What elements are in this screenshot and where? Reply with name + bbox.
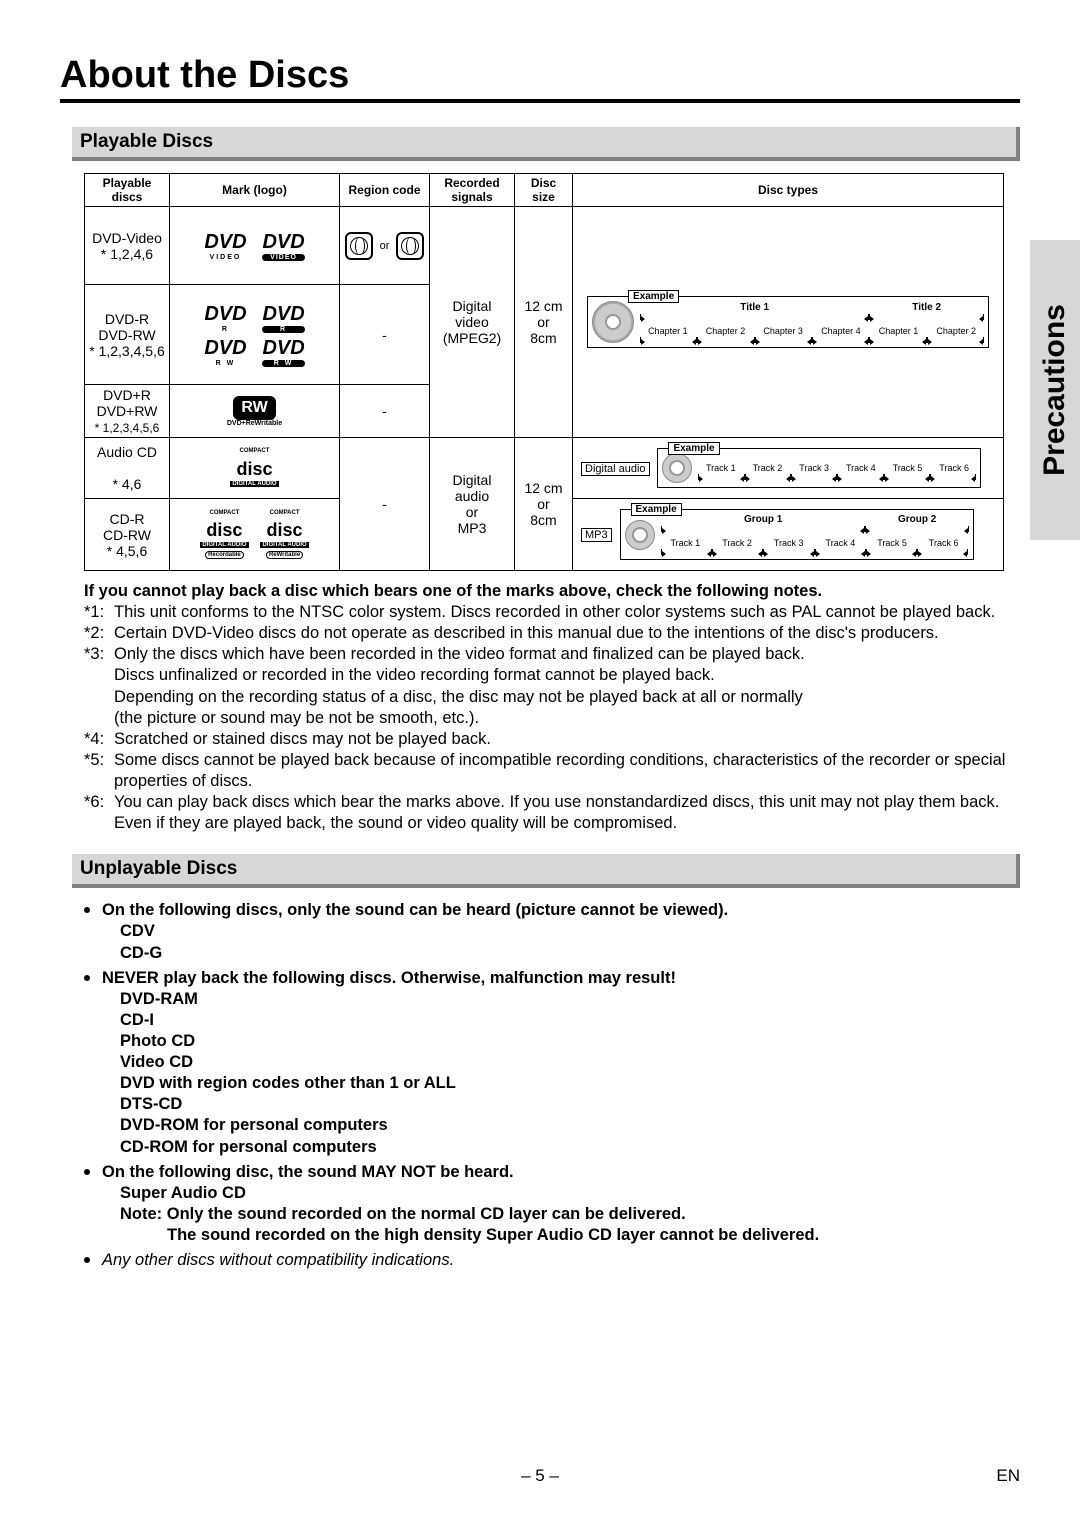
- unplay-b3: On the following disc, the sound MAY NOT…: [84, 1162, 1020, 1246]
- cell-dvdplus-logo: RW DVD+ReWritable: [170, 385, 340, 438]
- notes-block: If you cannot play back a disc which bea…: [84, 581, 1020, 834]
- cell-dvdvideo-name: DVD-Video * 1,2,4,6: [85, 207, 170, 285]
- th-size: Disc size: [515, 174, 573, 207]
- cell-audio-types: Digital audio Example Track 1 Track 2 Tr…: [573, 438, 1004, 499]
- region-globe-icon: [345, 232, 373, 260]
- disc-icon: [625, 520, 655, 550]
- example-audio: Example Track 1 Track 2 Track 3 Track 4 …: [657, 448, 981, 488]
- cell-cd-region: -: [340, 438, 430, 571]
- cell-video-signal: Digital video (MPEG2): [430, 207, 515, 438]
- section-unplayable-header: Unplayable Discs: [72, 854, 1020, 888]
- cell-mp3-types: MP3 Example Group 1 Group 2 Track 1 Trac…: [573, 499, 1004, 571]
- th-types: Disc types: [573, 174, 1004, 207]
- cell-dvd-size: 12 cm or 8cm: [515, 207, 573, 438]
- example-mp3: Example Group 1 Group 2 Track 1 Track 2 …: [620, 509, 974, 560]
- cell-dvd-types: Example Title 1 Title 2 Chapter 1 Chapte…: [573, 207, 1004, 438]
- cell-dvdr-region: -: [340, 285, 430, 385]
- cell-cd-size: 12 cm or 8cm: [515, 438, 573, 571]
- cell-dvdvideo-region: or: [340, 207, 430, 285]
- disc-icon: [662, 453, 692, 483]
- example-dvd: Example Title 1 Title 2 Chapter 1 Chapte…: [587, 296, 989, 348]
- cell-dvdvideo-logo: DVDVIDEO DVDVIDEO: [170, 207, 340, 285]
- page-title: About the Discs: [60, 54, 1020, 103]
- th-playable: Playable discs: [85, 174, 170, 207]
- th-mark: Mark (logo): [170, 174, 340, 207]
- rw-badge-icon: RW: [233, 396, 275, 420]
- notes-lead: If you cannot play back a disc which bea…: [84, 581, 1020, 602]
- unplayable-block: On the following discs, only the sound c…: [84, 900, 1020, 1271]
- th-region: Region code: [340, 174, 430, 207]
- page-footer: – 5 – EN: [0, 1466, 1080, 1486]
- disc-table: Playable discs Mark (logo) Region code R…: [84, 173, 1004, 571]
- disc-icon: [592, 301, 634, 343]
- page-number: – 5 –: [521, 1466, 559, 1486]
- unplay-b2: NEVER play back the following discs. Oth…: [84, 968, 1020, 1158]
- cell-audiocd-logo: COMPACTdiscDIGITAL AUDIO: [170, 438, 340, 499]
- cell-dvdplus-name: DVD+R DVD+RW * 1,2,3,4,5,6: [85, 385, 170, 438]
- region-globe-all-icon: [396, 232, 424, 260]
- cell-dvdplus-region: -: [340, 385, 430, 438]
- cell-dvdr-name: DVD-R DVD-RW * 1,2,3,4,5,6: [85, 285, 170, 385]
- cell-audio-signal: Digital audio or MP3: [430, 438, 515, 571]
- page-lang: EN: [996, 1466, 1020, 1486]
- cell-audiocd-name: Audio CD * 4,6: [85, 438, 170, 499]
- unplay-b4: Any other discs without compatibility in…: [84, 1250, 1020, 1271]
- th-recorded: Recorded signals: [430, 174, 515, 207]
- side-tab-label: Precautions: [1038, 304, 1072, 476]
- cell-cdr-name: CD-R CD-RW * 4,5,6: [85, 499, 170, 571]
- section-playable-header: Playable Discs: [72, 127, 1020, 161]
- unplay-b1: On the following discs, only the sound c…: [84, 900, 1020, 963]
- side-tab-precautions: Precautions: [1030, 240, 1080, 540]
- cell-dvdr-logo: DVDR DVDR DVDR W DVDR W: [170, 285, 340, 385]
- cell-cdr-logo: COMPACTdiscDIGITAL AUDIORecordable COMPA…: [170, 499, 340, 571]
